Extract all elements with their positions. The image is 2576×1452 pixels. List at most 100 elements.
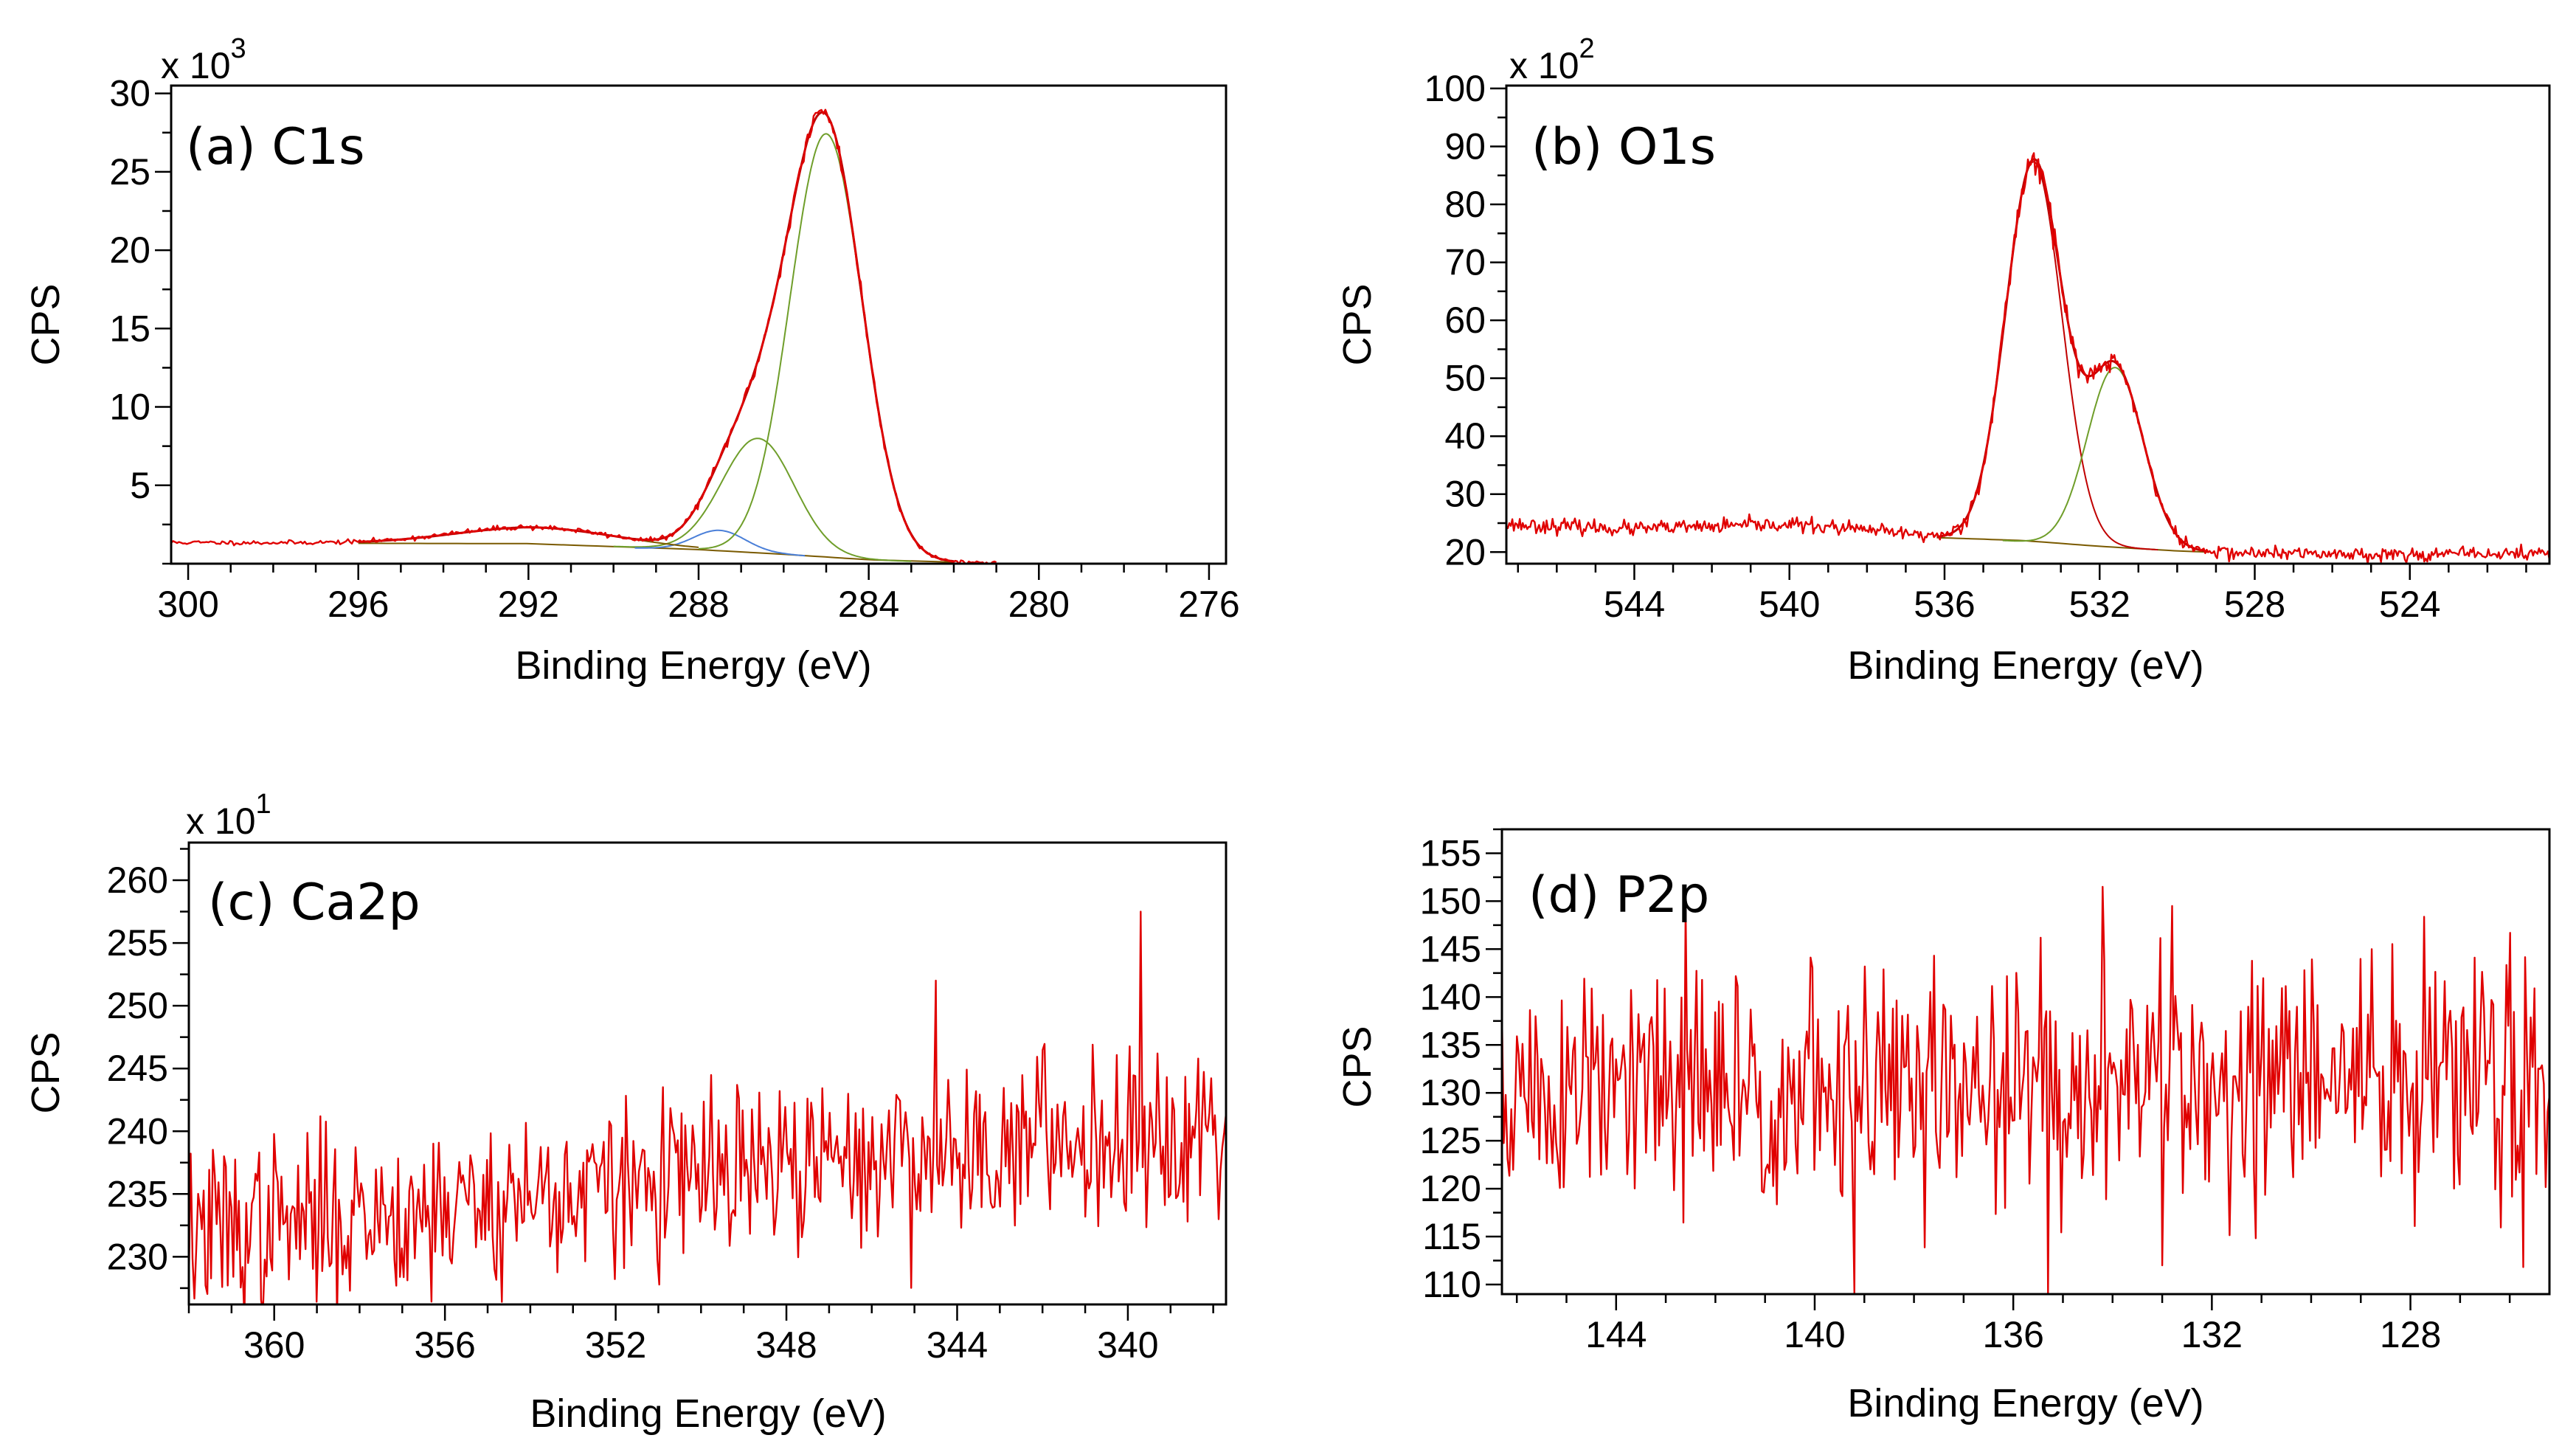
plot-frame [1500, 828, 2551, 1296]
x-tick-label: 300 [157, 584, 218, 625]
plot-area [1506, 152, 2549, 564]
x-axis-label: Binding Energy (eV) [1847, 1381, 2203, 1425]
x-tick-label: 288 [668, 584, 729, 625]
y-tick-label: 60 [1444, 300, 1486, 341]
y-tick-label: 25 [109, 151, 150, 193]
x-axis: 144 140 136 132 128 [1515, 1294, 2511, 1355]
y-tick-label: 260 [107, 860, 168, 901]
series-c-o-line [613, 438, 912, 562]
series-raw-line [1502, 885, 2549, 1294]
y-axis: 5 10 15 20 25 30 [109, 73, 171, 565]
y-tick-label: 235 [107, 1173, 168, 1214]
y-multiplier: x 101 [186, 789, 271, 842]
x-tick-label: 536 [1914, 584, 1975, 625]
y-axis-label: CPS [24, 283, 68, 365]
y-tick-label: 110 [1422, 1264, 1481, 1305]
x-tick-label: 292 [498, 584, 559, 625]
y-axis: 20 30 40 50 60 70 80 90 100 [1424, 68, 1506, 573]
panel-label: (c) Ca2p [208, 874, 420, 932]
y-axis: 230 235 240 245 250 255 260 [107, 848, 189, 1290]
y-tick-label: 90 [1444, 125, 1486, 167]
y-multiplier: x 102 [1509, 33, 1595, 86]
x-tick-label: 128 [2380, 1314, 2441, 1355]
panel-label: (b) O1s [1531, 118, 1716, 176]
y-tick-label: 115 [1422, 1216, 1481, 1257]
y-tick-label: 255 [107, 922, 168, 964]
y-tick-label: 140 [1420, 976, 1481, 1017]
x-axis-label: Binding Energy (eV) [1847, 643, 2203, 688]
x-tick-label: 532 [2069, 584, 2130, 625]
x-tick-label: 528 [2224, 584, 2285, 625]
x-tick-label: 540 [1759, 584, 1820, 625]
x-tick-label: 140 [1784, 1314, 1845, 1355]
y-tick-label: 50 [1444, 358, 1486, 399]
y-tick-label: 10 [109, 387, 150, 428]
series-raw-line [189, 910, 1226, 1304]
x-tick-label: 340 [1097, 1324, 1158, 1366]
y-tick-label: 125 [1420, 1120, 1481, 1161]
x-tick-label: 144 [1585, 1314, 1647, 1355]
x-axis-label: Binding Energy (eV) [515, 643, 871, 688]
series-c-c-line [699, 133, 955, 562]
y-tick-label: 20 [109, 229, 150, 271]
chart-c1s: (a) C1s x 103 CPS Binding Energy (eV) 30… [24, 33, 1240, 688]
y-tick-label: 5 [130, 465, 150, 506]
x-tick-label: 136 [1982, 1314, 2043, 1355]
x-tick-label: 280 [1008, 584, 1070, 625]
x-tick-label: 524 [2379, 584, 2440, 625]
x-tick-label: 544 [1604, 584, 1665, 625]
series-o-c-o-line [1936, 161, 2158, 551]
y-tick-label: 15 [109, 308, 150, 349]
x-tick-label: 296 [328, 584, 389, 625]
plot-area [1502, 885, 2549, 1294]
x-axis-label: Binding Energy (eV) [530, 1392, 886, 1436]
x-tick-label: 348 [755, 1324, 817, 1366]
plot-area [171, 108, 997, 564]
x-axis: 300 296 292 288 284 280 276 [157, 564, 1240, 625]
y-tick-label: 240 [107, 1110, 168, 1152]
chart-ca2p: (c) Ca2p x 101 CPS Binding Energy (eV) 3… [24, 789, 1228, 1436]
y-axis-label: CPS [24, 1031, 68, 1113]
x-tick-label: 344 [927, 1324, 988, 1366]
y-tick-label: 40 [1444, 415, 1486, 457]
series-background-line [1936, 536, 2209, 553]
y-tick-label: 150 [1420, 880, 1481, 922]
y-axis-label: CPS [1335, 1026, 1379, 1107]
series-c-o-line [2002, 367, 2209, 553]
panel-label: (a) C1s [186, 118, 365, 176]
y-tick-label: 230 [107, 1236, 168, 1277]
x-tick-label: 132 [2181, 1314, 2243, 1355]
y-axis: 110 115 120 125 130 135 140 145 150 155 [1420, 828, 1502, 1305]
plot-frame [187, 841, 1228, 1306]
y-tick-label: 145 [1420, 928, 1481, 969]
series-envelope-line [358, 111, 955, 563]
chart-p2p: (d) P2p CPS Binding Energy (eV) 144 140 13… [1335, 828, 2551, 1425]
y-tick-label: 30 [1444, 474, 1486, 515]
x-tick-label: 356 [414, 1324, 475, 1366]
y-tick-label: 30 [109, 73, 150, 114]
x-axis: 360 356 352 348 344 340 [187, 1304, 1214, 1366]
y-tick-label: 80 [1444, 184, 1486, 225]
x-tick-label: 284 [838, 584, 899, 625]
panel-label: (d) P2p [1528, 866, 1709, 924]
x-tick-label: 360 [243, 1324, 305, 1366]
x-axis: 544 540 536 532 528 524 [1517, 564, 2527, 625]
y-tick-label: 250 [107, 985, 168, 1026]
y-tick-label: 100 [1424, 68, 1486, 109]
y-tick-label: 120 [1420, 1168, 1481, 1209]
y-tick-label: 245 [107, 1048, 168, 1089]
x-tick-label: 276 [1178, 584, 1239, 625]
y-multiplier: x 103 [161, 33, 246, 86]
series-raw-line [171, 108, 997, 564]
y-tick-label: 155 [1420, 832, 1481, 874]
plot-frame [1505, 84, 2551, 565]
series-c-o-line [634, 529, 806, 557]
y-tick-label: 135 [1420, 1024, 1481, 1065]
series-raw-line [1506, 152, 2549, 564]
chart-o1s: (b) O1s x 102 CPS Binding Energy (eV) 54… [1335, 33, 2551, 688]
y-tick-label: 20 [1444, 531, 1486, 573]
y-tick-label: 130 [1420, 1072, 1481, 1113]
x-tick-label: 352 [585, 1324, 646, 1366]
plot-area [189, 910, 1226, 1304]
y-tick-label: 70 [1444, 242, 1486, 283]
